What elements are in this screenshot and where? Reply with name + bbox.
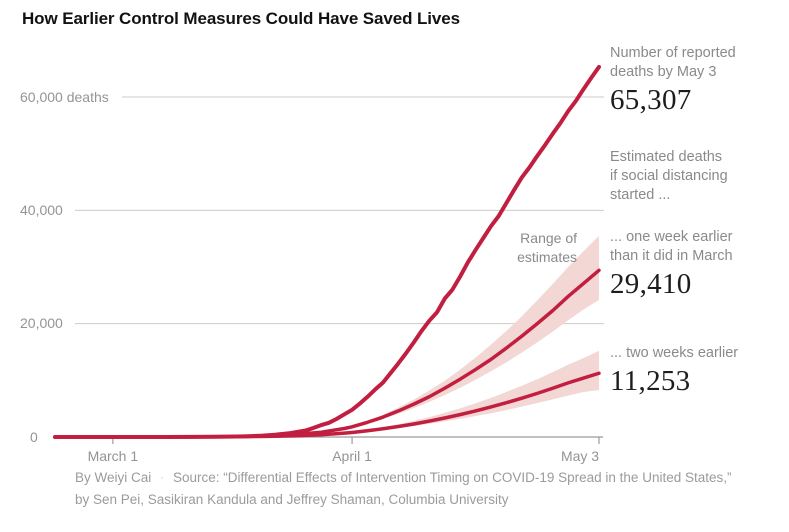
chart-title: How Earlier Control Measures Could Have … <box>22 9 460 28</box>
credits-line-1: By Weiyi Cai · Source: “Differential Effec… <box>75 468 731 490</box>
y-axis-label-0: 0 <box>30 428 38 445</box>
credit-separator-dot: · <box>160 472 164 484</box>
band-two_weeks_earlier <box>352 350 599 433</box>
source-line-1: Source: “Differential Effects of Interve… <box>172 470 732 485</box>
annotation-two-weeks: ... two weeks earlier 11,253 <box>610 344 785 397</box>
annotation-estimated-intro: Estimated deaths if social distancing st… <box>610 148 780 205</box>
credits-line-2: by Sen Pei, Sasikiran Kandula and Jeffre… <box>75 491 509 507</box>
annotation-two-weeks-label: ... two weeks earlier <box>610 345 739 361</box>
credits: By Weiyi Cai · Source: “Differential Effec… <box>75 468 731 509</box>
range-of-estimates-label: Range of estimates <box>517 230 577 265</box>
band-one_week_earlier <box>352 235 599 427</box>
annotation-one-week: ... one week earlier than it did in Marc… <box>610 228 780 300</box>
annotation-reported-value: 65,307 <box>610 84 692 116</box>
y-axis-label-40000: 40,000 <box>20 201 63 218</box>
x-axis-label-may-3: May 3 <box>560 448 600 464</box>
series-line-reported_deaths <box>53 64 601 439</box>
annotation-reported-label: Number of reported deaths by May 3 <box>610 45 736 80</box>
x-axis-label-april-1: April 1 <box>332 448 372 464</box>
annotation-one-week-label: ... one week earlier than it did in Marc… <box>610 229 733 264</box>
annotation-two-weeks-value: 11,253 <box>610 365 691 397</box>
annotation-one-week-value: 29,410 <box>610 268 692 300</box>
y-axis-label-20000: 20,000 <box>20 315 63 332</box>
byline: By Weiyi Cai <box>75 470 152 485</box>
y-axis-label-60000: 60,000 deaths <box>20 88 109 105</box>
x-axis-label-march-1: March 1 <box>87 448 139 464</box>
annotation-reported-deaths: Number of reported deaths by May 3 65,30… <box>610 44 780 116</box>
annotation-estimated-intro-label: Estimated deaths if social distancing st… <box>610 149 728 203</box>
